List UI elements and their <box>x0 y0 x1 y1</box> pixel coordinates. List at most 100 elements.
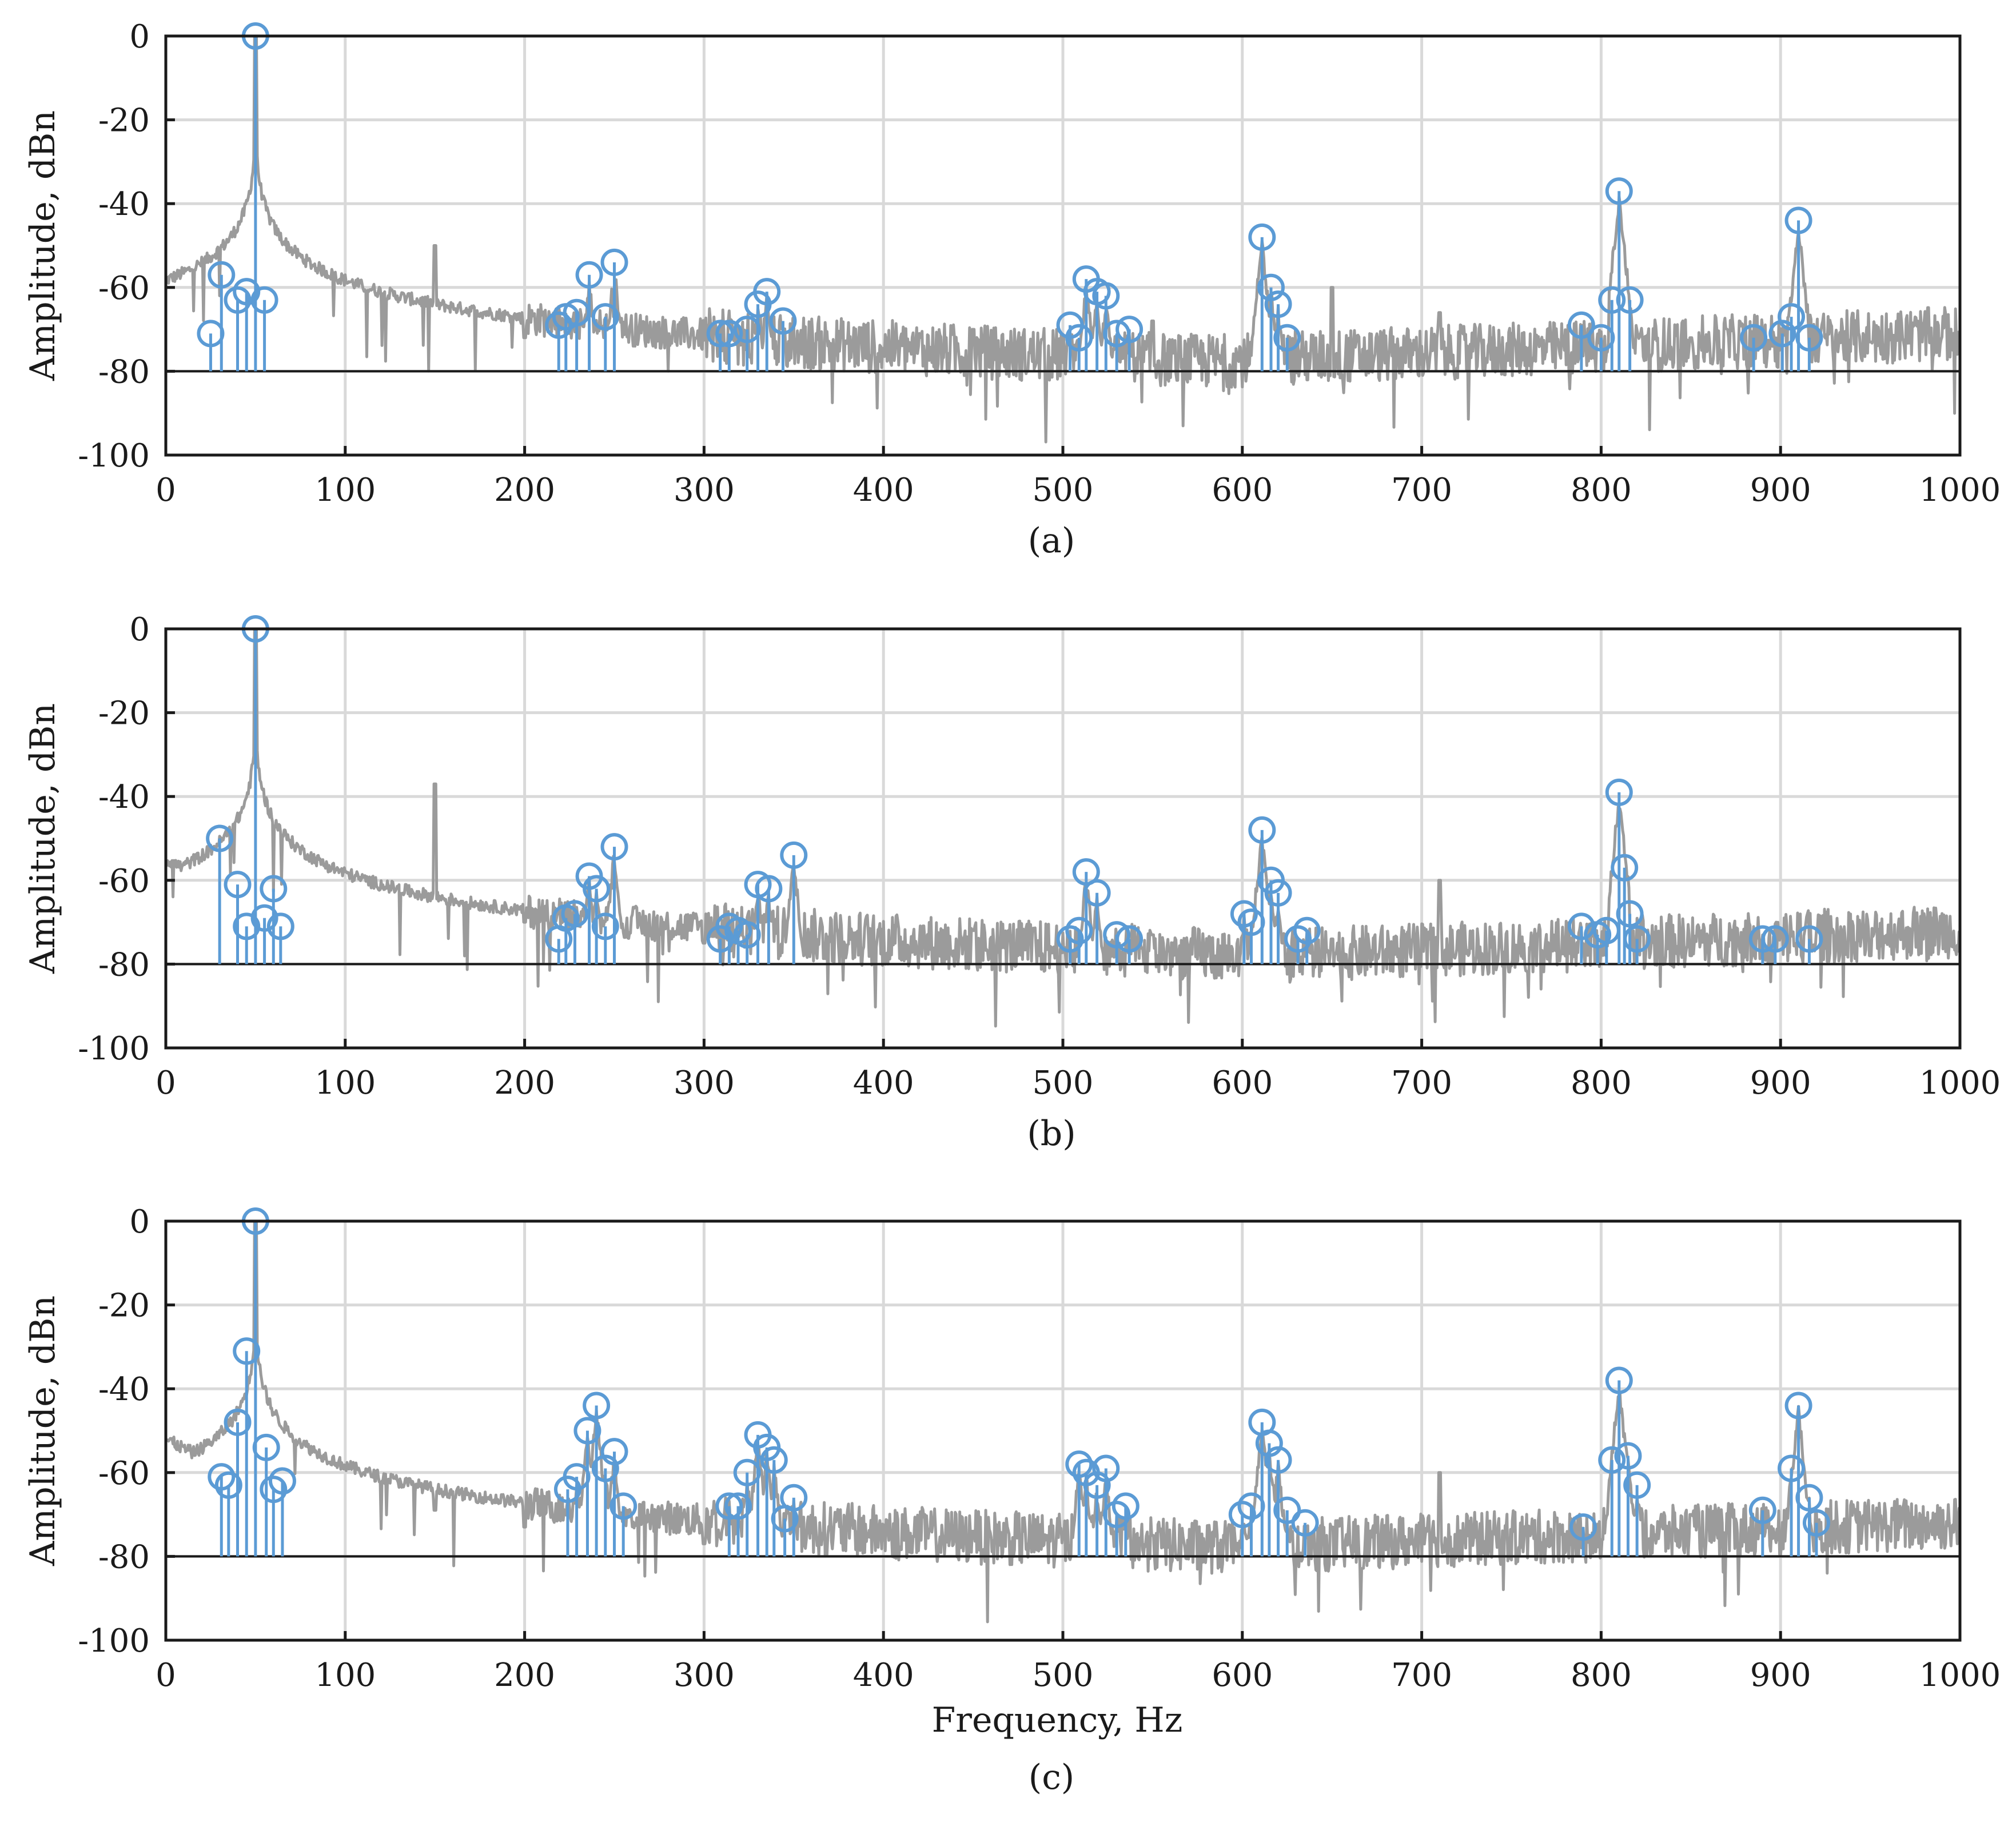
spectrum-trace <box>165 34 1962 444</box>
x-tick-label: 700 <box>1391 1657 1452 1694</box>
peak-marker <box>780 841 808 869</box>
peak-marker <box>1616 286 1644 314</box>
peak-marker <box>1264 879 1292 907</box>
peak-marker <box>753 278 781 306</box>
peak-marker <box>208 261 236 289</box>
peak-marker <box>1567 912 1595 940</box>
x-tick-label: 400 <box>853 1064 914 1102</box>
peak-marker <box>1083 879 1111 907</box>
x-tick-label: 300 <box>674 1064 735 1102</box>
peak-marker <box>1778 303 1806 331</box>
peak-marker <box>1115 925 1144 953</box>
x-tick-label: 100 <box>314 472 376 509</box>
peak-marker <box>1293 916 1321 944</box>
x-tick-label: 300 <box>674 1657 735 1694</box>
peak-marker <box>1065 916 1093 944</box>
peak-marker <box>561 900 589 928</box>
peak-marker <box>1255 1429 1283 1457</box>
peak-marker <box>1761 925 1789 953</box>
peak-marker <box>1056 925 1084 953</box>
peak-marker <box>583 1392 611 1420</box>
peak-marker <box>268 1467 296 1495</box>
peak-marker <box>1795 324 1823 352</box>
peak-marker <box>1072 858 1100 886</box>
peak-marker <box>1778 1454 1806 1482</box>
x-tick-label: 400 <box>853 472 914 509</box>
peak-marker <box>1795 1484 1823 1512</box>
panel-caption: (b) <box>1027 1114 1075 1154</box>
peak-marker <box>1065 324 1093 352</box>
peak-marker <box>233 1337 261 1365</box>
peak-marker <box>591 912 619 940</box>
peak-marker <box>1623 1471 1651 1499</box>
peak-marker <box>609 1492 638 1520</box>
panel-c: 0 100 200 300 400 500 600 700 800 900 1000 0 -20 -40 -… <box>23 1203 2001 1797</box>
peak-marker <box>1614 1442 1642 1470</box>
peak-marker <box>214 1471 242 1499</box>
peak-marker <box>1065 1450 1093 1478</box>
y-tick-label: -80 <box>98 946 150 983</box>
peak-marker <box>575 261 603 289</box>
peak-marker <box>1291 1509 1319 1537</box>
peak-marker <box>1768 320 1796 348</box>
x-tick-label: 100 <box>314 1064 376 1102</box>
y-axis-label: Amplitude, dBn <box>23 1295 63 1566</box>
peak-marker <box>1784 1392 1812 1420</box>
peak-marker <box>1264 290 1292 318</box>
x-tick-label: 0 <box>156 472 176 509</box>
y-tick-label: -100 <box>78 437 150 475</box>
peak-marker <box>583 875 611 903</box>
peak-marker <box>1284 925 1312 953</box>
peak-marker <box>1623 925 1651 953</box>
x-tick-label: 600 <box>1212 1064 1273 1102</box>
spectrum-trace <box>164 627 1962 1028</box>
x-tick-label: 800 <box>1571 1064 1632 1102</box>
x-tick-label: 1000 <box>1919 1657 2001 1694</box>
peak-marker <box>1248 223 1276 251</box>
peak-marker <box>573 1417 601 1445</box>
peak-marker <box>233 912 261 940</box>
x-tick-label: 1000 <box>1919 472 2001 509</box>
x-tick-label: 0 <box>156 1064 176 1102</box>
peak-marker <box>1802 1509 1830 1537</box>
y-tick-label: 0 <box>129 18 150 55</box>
peak-marker <box>1598 286 1626 314</box>
x-tick-label: 500 <box>1033 1064 1094 1102</box>
peak-marker <box>1567 311 1595 339</box>
y-tick-label: 0 <box>129 1203 150 1241</box>
peak-marker <box>233 278 261 306</box>
peak-marker <box>206 824 234 852</box>
peak-marker <box>1228 1501 1256 1529</box>
x-tick-label: 200 <box>494 472 555 509</box>
y-tick-label: -60 <box>98 1455 150 1492</box>
peak-marker <box>1748 1496 1776 1524</box>
panel-a: 0 100 200 300 400 500 600 700 800 900 1000 0 -20 -40 -… <box>23 18 2001 561</box>
panel-caption: (a) <box>1028 521 1075 561</box>
peak-marker <box>755 875 783 903</box>
peak-marker <box>224 871 252 899</box>
y-tick-label: -40 <box>98 1371 150 1408</box>
peak-marker <box>715 1492 743 1520</box>
x-tick-label: 600 <box>1212 472 1273 509</box>
x-tick-label: 400 <box>853 1657 914 1694</box>
x-tick-label: 100 <box>314 1657 376 1694</box>
peak-marker <box>1605 778 1633 806</box>
peak-marker <box>1115 316 1144 344</box>
x-tick-label: 800 <box>1571 1657 1632 1694</box>
peak-marker <box>1092 282 1120 310</box>
panel-b: 0 100 200 300 400 500 600 700 800 900 1000 0 -20 -40 -… <box>23 611 2001 1154</box>
x-axis-label: Frequency, Hz <box>932 1700 1183 1740</box>
peak-marker <box>1605 177 1633 205</box>
x-tick-label: 900 <box>1750 1657 1811 1694</box>
y-tick-label: -60 <box>98 863 150 900</box>
peak-marker <box>250 904 278 932</box>
peak-marker <box>1103 921 1131 949</box>
peak-marker <box>591 1454 619 1482</box>
peak-marker <box>1103 1501 1131 1529</box>
peak-marker <box>260 1476 288 1504</box>
y-tick-label: -40 <box>98 186 150 223</box>
y-tick-label: -20 <box>98 1287 150 1325</box>
x-tick-label: 900 <box>1750 472 1811 509</box>
y-axis-label: Amplitude, dBn <box>23 110 63 381</box>
